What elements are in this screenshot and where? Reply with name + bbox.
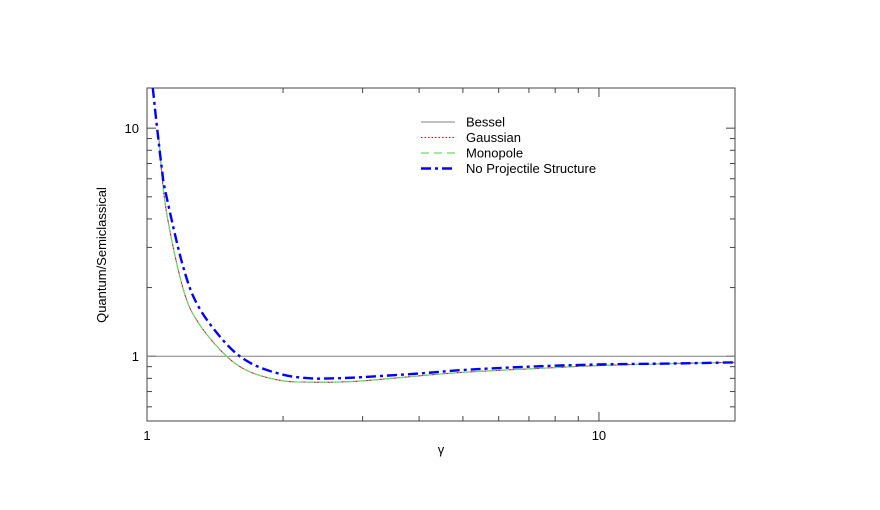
- plot-area-frame: [146, 87, 736, 422]
- series-line-monopole: [157, 133, 735, 383]
- tick-labels: 1 10 1 10: [125, 121, 607, 443]
- series-line-gaussian: [157, 133, 735, 383]
- y-tick-label: 10: [125, 121, 139, 136]
- series-lines: [151, 88, 735, 383]
- legend-label: Monopole: [466, 146, 523, 161]
- series-line-no-projectile-structure: [151, 88, 735, 380]
- x-tick-label: 10: [592, 428, 606, 443]
- y-tick-label: 1: [132, 349, 139, 364]
- x-tick-label: 1: [143, 428, 150, 443]
- tick-marks: [146, 88, 736, 421]
- series-line-bessel: [157, 133, 735, 383]
- x-axis-label: γ: [438, 442, 445, 457]
- y-axis-label: Quantum/Semiclassical: [94, 187, 109, 323]
- legend-label: No Projectile Structure: [466, 161, 596, 176]
- legend-label: Bessel: [466, 115, 505, 130]
- legend-label: Gaussian: [466, 130, 521, 145]
